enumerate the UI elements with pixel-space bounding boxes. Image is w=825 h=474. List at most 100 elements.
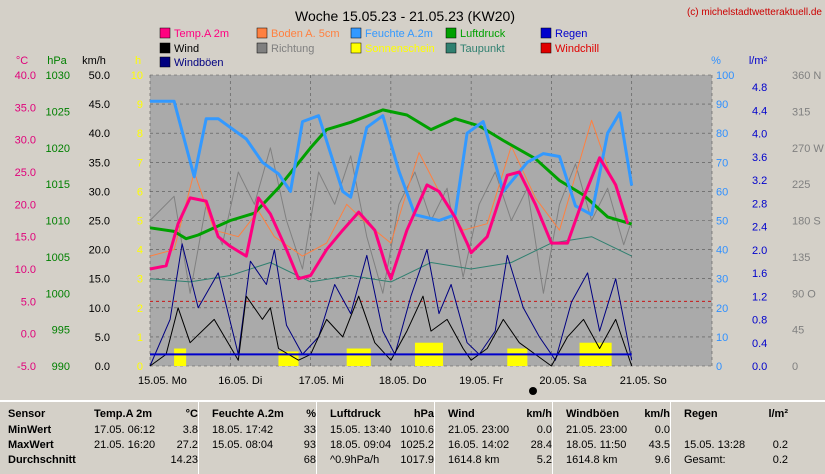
tick-humidity: 20 <box>716 303 728 315</box>
tick-rain: 4.4 <box>752 105 767 117</box>
tick-pressure: 990 <box>52 361 70 373</box>
tick-humidity: 90 <box>716 99 728 111</box>
legend-swatch <box>159 56 171 68</box>
tick-wind: 50.0 <box>89 70 110 82</box>
axis-unit-rain: l/m² <box>749 55 768 67</box>
table-cell-value: 93 <box>303 439 316 451</box>
table-cell-time: 1614.8 km <box>566 454 618 466</box>
tick-temp: 40.0 <box>15 70 36 82</box>
x-tick-label: 19.05. Fr <box>459 375 503 387</box>
tick-rain: 2.4 <box>752 222 767 234</box>
stats-table: Sensor Temp.A 2m °C Feuchte A.2m% Luftdruck h… <box>0 400 825 474</box>
table-header-unit: km/h <box>644 408 670 420</box>
legend-swatch <box>350 27 362 39</box>
tick-wind: 20.0 <box>89 245 110 257</box>
tick-pressure: 1000 <box>46 288 70 300</box>
tick-temp: 10.0 <box>15 264 36 276</box>
table-cell-time: 17.05. 06:12 <box>94 424 156 436</box>
table-header-unit: % <box>306 408 316 420</box>
table-divider <box>316 402 317 474</box>
table-cell-time: 18.05. 11:50 <box>566 439 627 451</box>
tick-sun: 10 <box>131 70 143 82</box>
x-tick-label: 20.05. Sa <box>539 375 587 387</box>
tick-sun: 0 <box>137 361 143 373</box>
tick-humidity: 80 <box>716 128 728 140</box>
tick-humidity: 0 <box>716 361 722 373</box>
series-line-wind <box>149 295 633 367</box>
tick-sun: 8 <box>137 128 143 140</box>
legend-swatch <box>445 27 457 39</box>
axis-unit-sun: h <box>135 55 141 67</box>
table-cell-time: 1614.8 km <box>448 454 500 466</box>
tick-rain: 1.2 <box>752 291 767 303</box>
chart-title: Woche 15.05.23 - 21.05.23 (KW20) <box>295 8 515 24</box>
table-cell-time: 18.05. 17:42 <box>212 424 274 436</box>
table-divider <box>552 402 553 474</box>
x-tick-label: 15.05. Mo <box>138 375 187 387</box>
axis-unit-humidity: % <box>711 55 721 67</box>
legend-swatch <box>540 27 552 39</box>
table-cell-value: 3.8 <box>182 424 198 436</box>
table-divider <box>670 402 671 474</box>
table-header-unit: l/m² <box>768 408 788 420</box>
tick-temp: -5.0 <box>17 361 36 373</box>
x-tick-label: 16.05. Di <box>218 375 262 387</box>
table-top-border <box>0 400 825 402</box>
table-cell-time: 15.05. 08:04 <box>212 439 274 451</box>
series-line-boden-a-5cm <box>149 119 629 257</box>
legend-swatch <box>159 27 171 39</box>
tick-humidity: 60 <box>716 186 728 198</box>
table-header: Wind <box>448 408 475 420</box>
table-cell-value: 14.23 <box>170 454 198 466</box>
tick-wind: 0.0 <box>95 361 110 373</box>
table-header: Temp.A 2m <box>94 408 153 420</box>
legend-swatch <box>159 42 171 54</box>
tick-rain: 0.0 <box>752 361 767 373</box>
axis-unit-temp: °C <box>16 55 28 67</box>
tick-direction: 315 <box>792 106 810 118</box>
table-cell-value: 5.2 <box>536 454 552 466</box>
tick-temp: 25.0 <box>15 167 36 179</box>
tick-wind: 35.0 <box>89 157 110 169</box>
x-tick-label: 18.05. Do <box>379 375 427 387</box>
tick-humidity: 50 <box>716 216 728 228</box>
x-tick-label: 21.05. So <box>620 375 667 387</box>
tick-temp: 0.0 <box>21 329 36 341</box>
series-line-feuchte-a-2m <box>150 99 634 222</box>
tick-sun: 7 <box>137 157 143 169</box>
tick-temp: 15.0 <box>15 232 36 244</box>
tick-direction: 225 <box>792 179 810 191</box>
tick-rain: 1.6 <box>752 268 767 280</box>
legend-swatch <box>540 42 552 54</box>
tick-wind: 10.0 <box>89 303 110 315</box>
legend-label: Boden A. 5cm <box>271 28 340 40</box>
legend-label: Richtung <box>271 43 314 55</box>
table-cell-value: 1017.9 <box>400 454 434 466</box>
tick-direction: 180 S <box>792 216 821 228</box>
axis-unit-pressure: hPa <box>47 55 67 67</box>
tick-sun: 9 <box>137 99 143 111</box>
tick-humidity: 100 <box>716 70 734 82</box>
legend-label: Sonnenschein <box>365 43 435 55</box>
legend-label: Windböen <box>174 57 224 69</box>
legend-label: Windchill <box>555 43 599 55</box>
tick-pressure: 1025 <box>46 106 70 118</box>
tick-rain: 2.0 <box>752 245 767 257</box>
table-header-unit: hPa <box>413 408 434 420</box>
tick-sun: 4 <box>137 245 143 257</box>
legend-label: Temp.A 2m <box>174 28 229 40</box>
table-row-label: Durchschnitt <box>8 454 76 466</box>
tick-direction: 360 N <box>792 70 821 82</box>
tick-temp: 30.0 <box>15 135 36 147</box>
tick-pressure: 1030 <box>46 70 70 82</box>
tick-pressure: 1015 <box>46 179 70 191</box>
tick-temp: 5.0 <box>21 296 36 308</box>
tick-direction: 270 W <box>792 143 824 155</box>
legend-label: Regen <box>555 28 587 40</box>
table-cell-value: 9.6 <box>654 454 670 466</box>
tick-sun: 5 <box>137 216 143 228</box>
legend-label: Wind <box>174 43 199 55</box>
table-cell-time: 15.05. 13:40 <box>330 424 392 436</box>
table-cell-time: ^0.9hPa/h <box>330 454 380 466</box>
table-cell-value: 1010.6 <box>400 424 434 436</box>
